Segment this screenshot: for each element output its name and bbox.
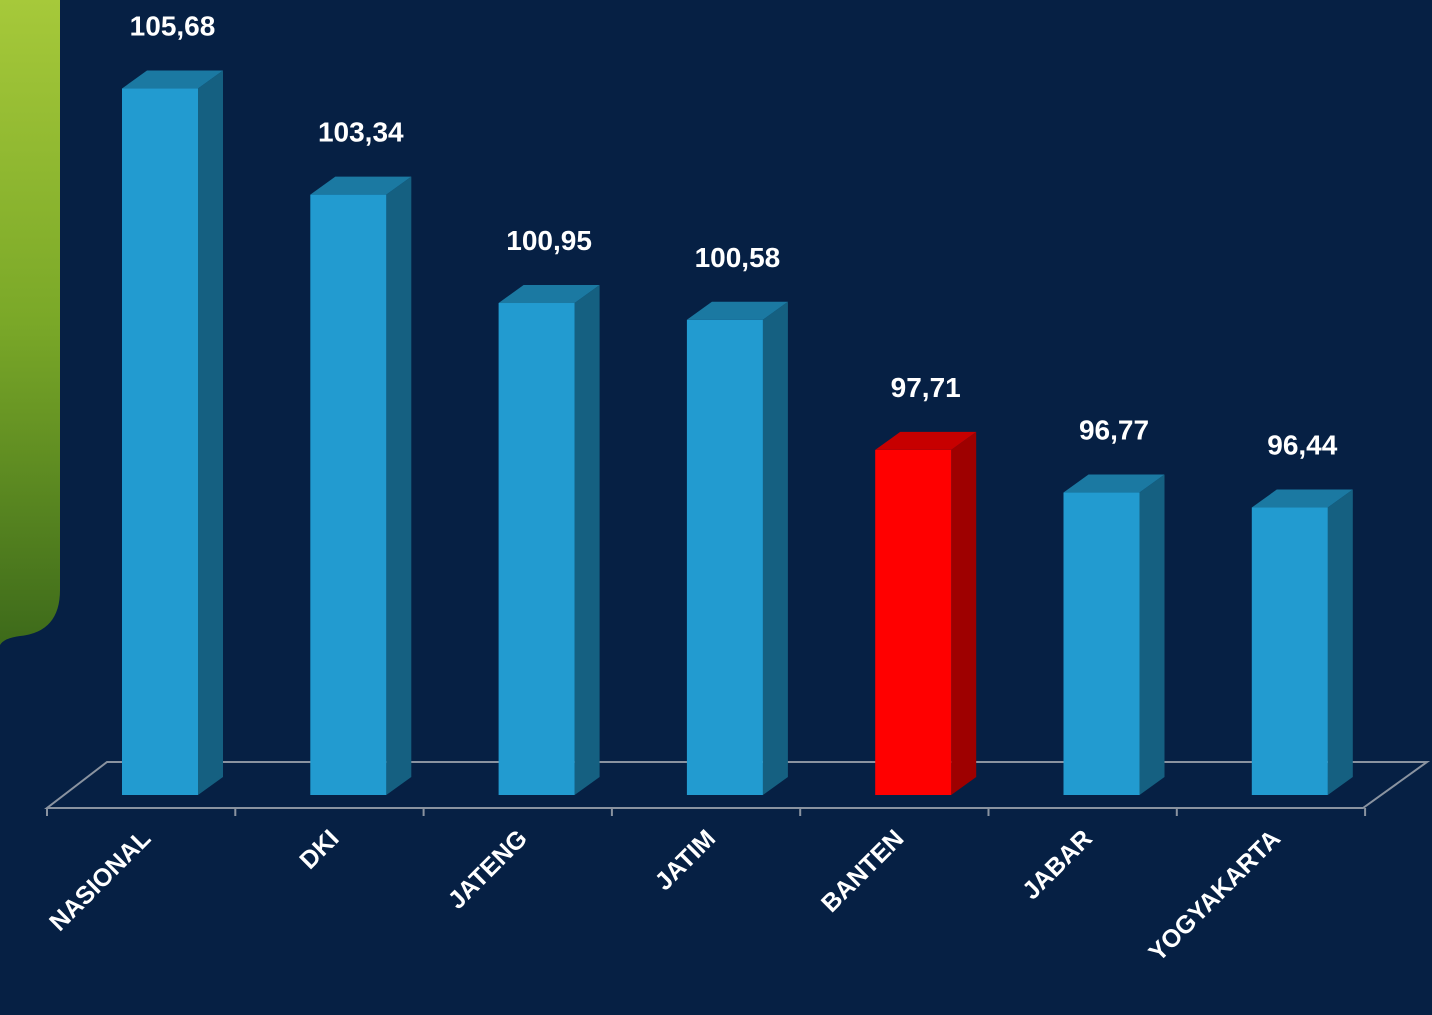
- bar-top: [498, 285, 600, 304]
- bar-front: [1063, 492, 1140, 795]
- value-label: 100,95: [506, 225, 592, 256]
- value-label: 97,71: [891, 372, 961, 403]
- bar-front: [875, 449, 952, 795]
- value-label: 96,77: [1079, 415, 1149, 446]
- bar-side: [198, 70, 223, 795]
- bar-top: [686, 301, 788, 320]
- bar-top: [875, 431, 977, 450]
- bar: [875, 431, 977, 795]
- bar: [122, 70, 223, 795]
- value-label: 96,44: [1267, 430, 1337, 461]
- bar: [1063, 474, 1165, 795]
- bar-side: [1139, 474, 1165, 795]
- floor: [44, 761, 1431, 809]
- bar-front: [122, 88, 198, 795]
- bar: [1251, 489, 1353, 795]
- value-label: 105,68: [130, 11, 216, 42]
- bar-side: [386, 176, 412, 796]
- bar-top: [310, 176, 412, 195]
- bar: [686, 301, 788, 795]
- bar-top: [1063, 474, 1165, 493]
- bar: [498, 285, 600, 795]
- bar-side: [762, 301, 788, 795]
- grass-image: [0, 0, 60, 645]
- value-label: 100,58: [695, 242, 781, 273]
- value-label: 103,34: [318, 117, 404, 148]
- bar-front: [1251, 507, 1328, 795]
- bar-front: [310, 194, 387, 796]
- bar-side: [1327, 489, 1353, 795]
- bar-top: [122, 70, 223, 89]
- bar-side: [951, 431, 977, 795]
- bar-front: [686, 319, 763, 795]
- bar: [310, 176, 412, 796]
- bar-top: [1251, 489, 1353, 508]
- bar-side: [574, 285, 600, 795]
- bar-front: [498, 303, 575, 795]
